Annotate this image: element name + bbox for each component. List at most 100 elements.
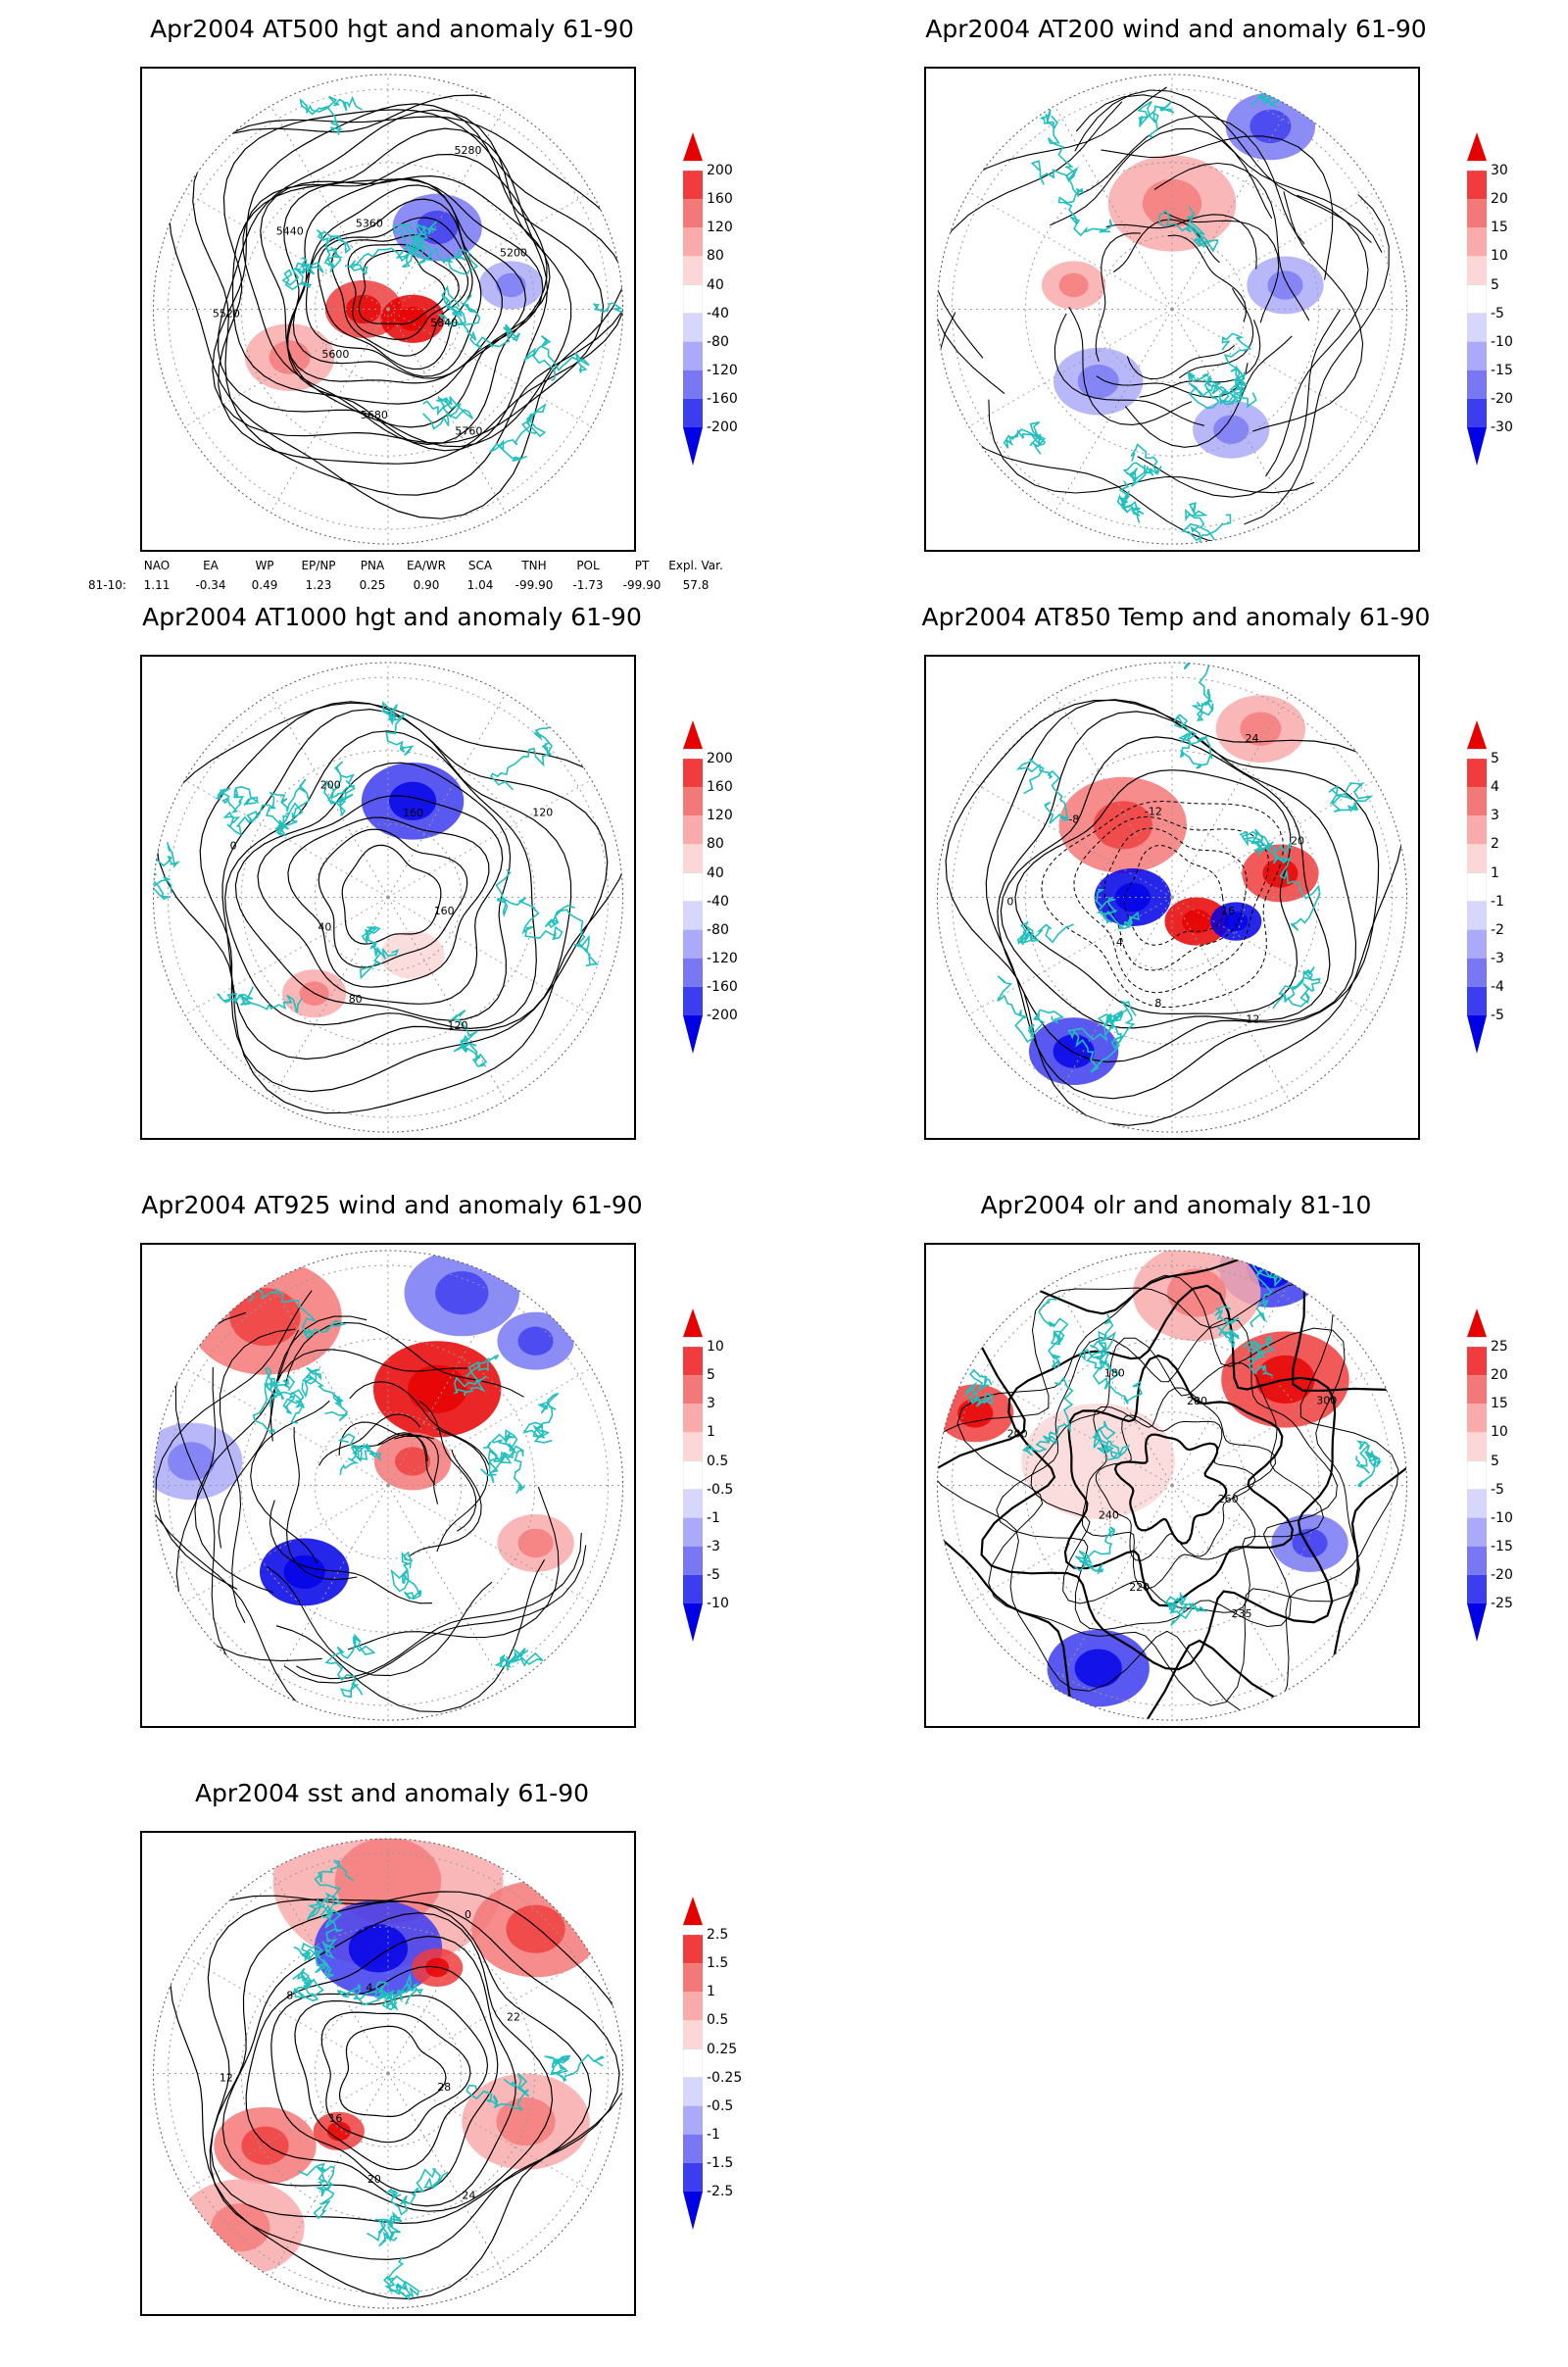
legend-label: 5	[1491, 751, 1499, 767]
coastline	[1073, 1526, 1116, 1575]
index-value: -99.90	[622, 578, 662, 592]
coastline	[522, 1392, 560, 1444]
index-value: 0.25	[359, 578, 386, 592]
contour-line	[231, 127, 548, 452]
meridian	[1171, 897, 1376, 1015]
coastline	[1122, 443, 1162, 487]
coastline	[222, 804, 298, 837]
contour-line	[320, 2011, 471, 2144]
contour-label: 5760	[455, 424, 482, 437]
legend-swatch	[683, 844, 703, 873]
streamline	[286, 1426, 358, 1581]
contour-line	[1073, 815, 1270, 994]
index-header: SCA	[467, 559, 493, 572]
legend-bar	[683, 720, 703, 1054]
streamline	[1178, 287, 1254, 379]
legend-arrow-down	[1467, 1014, 1487, 1054]
map-edge	[153, 662, 623, 1133]
contour-label: 5680	[361, 409, 388, 421]
legend-swatch	[683, 341, 703, 370]
meridian	[968, 897, 1173, 1015]
panel-title: Apr2004 AT200 wind and anomaly 61-90	[925, 15, 1427, 43]
streamline	[338, 1421, 434, 1456]
streamline	[436, 1428, 488, 1553]
legend-swatch	[683, 872, 703, 902]
legend-swatch	[683, 2162, 703, 2192]
contour-label: 24	[1246, 732, 1259, 745]
meridian	[184, 1955, 389, 2074]
streamline	[175, 1366, 322, 1662]
meridian	[1171, 693, 1291, 898]
streamline	[1112, 219, 1220, 272]
anomaly-core	[1262, 859, 1298, 888]
contour-line	[242, 153, 548, 446]
streamline	[377, 1432, 436, 1486]
anomaly-core	[517, 1528, 554, 1558]
coastline	[479, 1429, 518, 1484]
contour-label: 40	[318, 921, 331, 934]
legend-label: 120	[707, 808, 733, 824]
legend-swatch	[683, 759, 703, 788]
legend-swatch	[683, 199, 703, 228]
legend-label: 4	[1491, 779, 1499, 796]
legend-swatch	[1467, 901, 1487, 930]
map-edge	[937, 74, 1407, 545]
color-legend: 25 20 15 10 5 -5 -10 -15 -20 -25	[1467, 1308, 1555, 1642]
contour-line	[317, 217, 473, 370]
legend-label: 20	[1491, 191, 1508, 208]
anomaly-core	[1224, 912, 1249, 931]
legend-swatch	[683, 1375, 703, 1405]
coastline	[252, 1366, 285, 1434]
contour-label: 4	[366, 1981, 372, 1994]
legend-bar	[683, 1897, 703, 2230]
meridian	[387, 1367, 592, 1486]
map-edge	[153, 1838, 623, 2309]
legend-swatch	[683, 1404, 703, 1433]
legend-label: -10	[707, 1595, 729, 1611]
coastline	[382, 2256, 420, 2301]
coastline	[153, 842, 181, 901]
map-frame	[140, 1243, 636, 1728]
contour-label: 12	[1246, 1012, 1259, 1025]
coastline	[1272, 965, 1321, 1010]
legend-swatch	[683, 2020, 703, 2049]
contour-line	[212, 103, 605, 444]
anomaly-core	[389, 781, 437, 820]
color-legend: 2.5 1.5 1 0.5 0.25 -0.25 -0.5 -1 -1.5 -2.5	[683, 1897, 771, 2230]
coastline	[437, 293, 481, 327]
contour-label: 200	[1007, 1428, 1028, 1441]
coastline	[453, 1354, 500, 1397]
contour-label: 0	[1006, 896, 1013, 909]
coastline	[293, 1942, 335, 1980]
contour-line	[155, 702, 623, 1114]
legend-arrow-up	[683, 720, 703, 750]
contour-line	[1103, 827, 1248, 971]
panel-sst: Apr2004 sst and anomaly 61-90 28 24 20 16 12…	[0, 1779, 764, 2367]
meridian	[1171, 1367, 1376, 1486]
legend-label: -160	[707, 390, 738, 407]
legend-swatch	[1467, 787, 1487, 816]
legend-label: 120	[707, 220, 733, 236]
contour-label: 5840	[430, 317, 458, 329]
legend-label: -5	[1491, 1007, 1504, 1023]
index-header: NAO	[143, 559, 171, 572]
coastline	[306, 1860, 354, 1921]
coastline	[379, 1973, 423, 2011]
contour-label: 0	[465, 1908, 471, 1921]
panel-at925-wind: Apr2004 AT925 wind and anomaly 61-90 10 5…	[0, 1191, 764, 1779]
anomaly-core	[1114, 882, 1151, 912]
color-legend: 5 4 3 2 1 -1 -2 -3 -4 -5	[1467, 720, 1555, 1054]
legend-swatch	[1467, 958, 1487, 987]
contour-line	[1030, 1337, 1325, 1613]
contour-label: 160	[403, 807, 423, 819]
legend-swatch	[683, 901, 703, 930]
contour-label: 5520	[213, 308, 240, 321]
meridian	[387, 897, 592, 1015]
coastline	[297, 2162, 335, 2220]
latitude-circle	[951, 88, 1394, 530]
contour-label: 200	[320, 778, 341, 791]
meridian	[387, 897, 507, 1102]
coastline	[316, 228, 351, 273]
map-frame: 260 235 220 240 200 180 280 300	[924, 1243, 1420, 1728]
legend-label: 15	[1491, 1396, 1508, 1412]
